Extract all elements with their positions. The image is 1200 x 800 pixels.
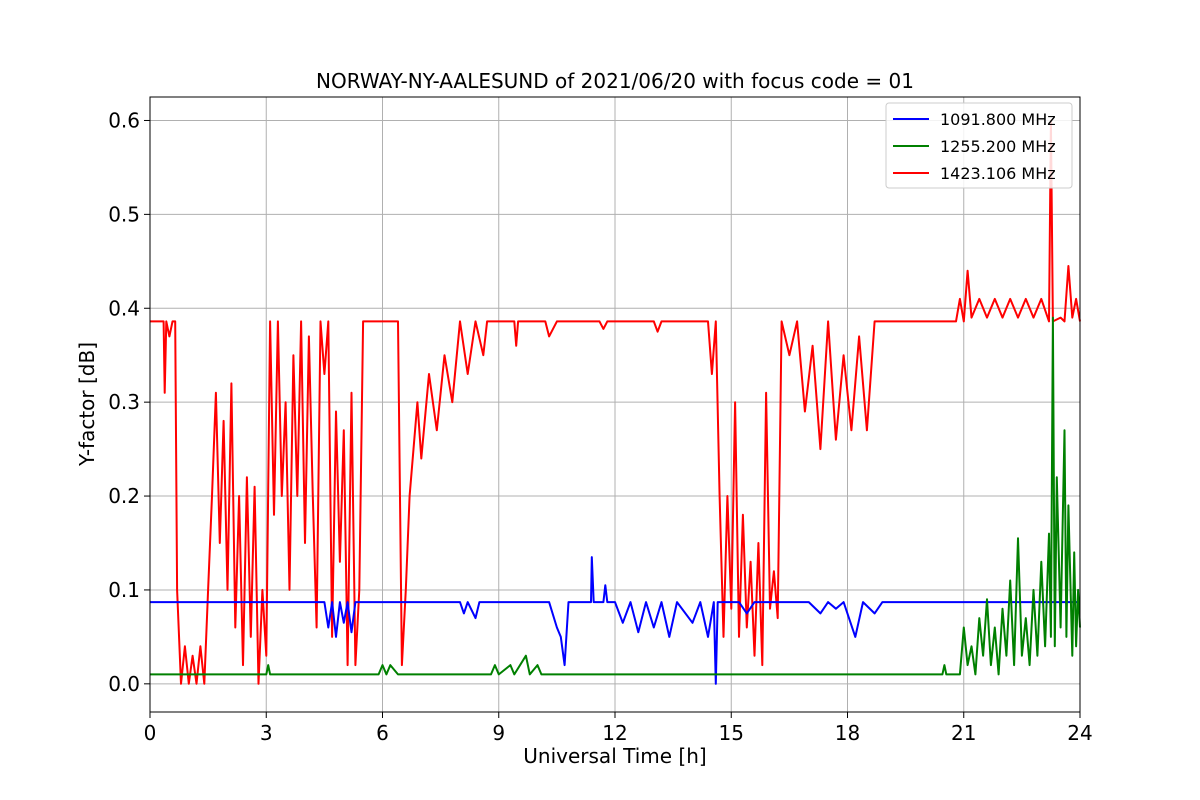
- y-axis-ticks: 0.0 0.1 0.2 0.3 0.4 0.5 0.6: [108, 108, 150, 696]
- x-tick-label: 6: [376, 721, 389, 745]
- x-tick-label: 3: [260, 721, 273, 745]
- series-line-2: [150, 119, 1081, 685]
- x-tick-label: 24: [1067, 721, 1092, 745]
- legend: 1091.800 MHz 1255.200 MHz 1423.106 MHz: [885, 102, 1073, 189]
- x-tick-label: 18: [835, 721, 860, 745]
- y-tick-label: 0.5: [108, 202, 140, 226]
- y-tick-label: 0.4: [108, 296, 140, 320]
- series-line-1: [150, 316, 1081, 676]
- y-tick-label: 0.3: [108, 390, 140, 414]
- series-line-0: [150, 556, 1080, 685]
- legend-box: [885, 102, 1073, 189]
- y-axis-label: Y-factor [dB]: [75, 342, 99, 467]
- y-tick-label: 0.6: [108, 108, 140, 132]
- legend-label-0: 1091.800 MHz: [940, 110, 1056, 129]
- x-axis-ticks: 0 3 6 9 12 15 18 21 24: [144, 712, 1093, 745]
- chart-title: NORWAY-NY-AALESUND of 2021/06/20 with fo…: [316, 69, 914, 93]
- grid: [149, 97, 1081, 712]
- x-tick-label: 9: [492, 721, 505, 745]
- y-tick-label: 0.2: [108, 484, 140, 508]
- y-tick-label: 0.1: [108, 578, 140, 602]
- series-lines: [150, 119, 1081, 685]
- x-axis-label: Universal Time [h]: [523, 744, 706, 768]
- x-tick-label: 15: [719, 721, 744, 745]
- y-tick-label: 0.0: [108, 672, 140, 696]
- x-tick-label: 0: [144, 721, 157, 745]
- x-tick-label: 12: [602, 721, 627, 745]
- legend-label-2: 1423.106 MHz: [940, 164, 1056, 183]
- legend-label-1: 1255.200 MHz: [940, 137, 1056, 156]
- x-tick-label: 21: [951, 721, 976, 745]
